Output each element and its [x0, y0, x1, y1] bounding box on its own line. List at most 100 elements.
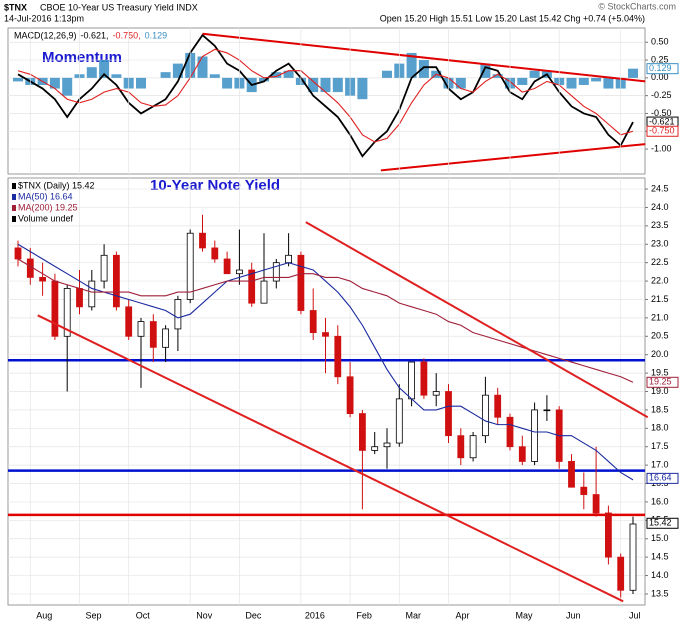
y-tick-label: 13.5: [651, 588, 669, 598]
y-tick-label: 17.5: [651, 441, 669, 451]
y-tick-label: 19.0: [651, 386, 669, 396]
y-tick-label: 18.0: [651, 423, 669, 433]
legend-text: -0.621,: [81, 30, 109, 40]
value-tag-label: 19.25: [649, 377, 672, 387]
candle-body: [383, 442, 391, 448]
legend-swatch: [12, 183, 16, 189]
annotation: 10-Year Note Yield: [150, 177, 280, 194]
candle-body: [149, 321, 157, 348]
histogram-bar: [136, 77, 146, 89]
x-tick-label: Sep: [85, 610, 101, 620]
candle-body: [592, 494, 600, 514]
candle-body: [162, 328, 170, 348]
candle-body: [248, 269, 256, 304]
histogram-bar: [357, 77, 368, 100]
candle-body: [322, 332, 329, 337]
histogram-bar: [578, 77, 589, 85]
date: 14-Jul-2016 1:13pm: [4, 13, 84, 23]
credit: © StockCharts.com: [598, 1, 676, 11]
legend-text: MACD(12,26,9): [14, 30, 77, 40]
candle-body: [39, 276, 46, 282]
y-tick-label: 0.50: [651, 37, 669, 47]
candle-body: [272, 262, 280, 282]
candle-body: [113, 254, 120, 308]
y-tick-label: 15.0: [651, 533, 669, 543]
histogram-bar: [628, 68, 638, 78]
value-tag-label: -0.750: [649, 126, 675, 136]
x-tick-label: Apr: [455, 610, 469, 620]
security-name: CBOE 10-Year US Treasury Yield INDX: [40, 2, 198, 12]
candle-body: [174, 299, 182, 330]
trend-line: [380, 143, 646, 172]
histogram-bar: [517, 77, 528, 85]
histogram-bar: [566, 77, 577, 89]
candle-body: [76, 288, 83, 308]
legend-text: Volume undef: [18, 213, 74, 223]
candle-body: [125, 306, 133, 337]
candle-body: [186, 232, 194, 300]
x-tick-label: May: [515, 610, 533, 620]
candle-body: [543, 409, 551, 412]
y-tick-label: 21.5: [651, 294, 669, 304]
histogram-bar: [591, 77, 602, 82]
value-tag-label: 0.129: [649, 63, 672, 73]
value-tag: [646, 376, 679, 388]
candle-body: [605, 512, 612, 558]
histogram-bar: [406, 52, 417, 78]
macd-panel: [7, 27, 646, 175]
value-tag: [646, 63, 679, 75]
value-tag: [646, 125, 679, 137]
histogram-bar: [160, 72, 171, 78]
histogram-bar: [222, 77, 233, 89]
candle-body: [494, 394, 502, 418]
trend-line: [37, 314, 624, 603]
x-tick-label: Mar: [406, 610, 422, 620]
candle-body: [506, 416, 514, 448]
y-tick-label: 20.0: [651, 349, 669, 359]
histogram-bar: [49, 77, 60, 89]
candle-body: [63, 288, 71, 337]
y-tick-label: 14.0: [651, 570, 669, 580]
legend-swatch: [12, 216, 16, 222]
candle-body: [235, 269, 243, 275]
y-tick-label: -1.00: [651, 143, 672, 153]
candle-body: [223, 258, 231, 275]
y-tick-label: 24.5: [651, 183, 669, 193]
value-tag: [646, 472, 679, 484]
histogram-bar: [271, 72, 282, 78]
histogram-bar: [382, 70, 392, 78]
candle-body: [334, 335, 342, 378]
trend-line: [305, 221, 649, 419]
y-tick-label: 23.0: [651, 239, 669, 249]
histogram-bar: [603, 77, 614, 89]
x-tick-label: Jul: [629, 610, 641, 620]
candle-body: [580, 486, 588, 495]
histogram-bar: [172, 63, 183, 78]
histogram-bar: [480, 63, 491, 78]
candle-body: [445, 391, 452, 437]
histogram-bar: [492, 74, 503, 78]
histogram-bar: [99, 60, 110, 78]
candle-body: [260, 280, 268, 304]
histogram-bar: [308, 77, 319, 93]
histogram-bar: [332, 77, 343, 93]
x-tick-label: Feb: [356, 610, 372, 620]
value-tag-label: 16.64: [649, 473, 672, 483]
candle-body: [14, 247, 22, 260]
candle-body: [568, 461, 575, 488]
y-tick-label: 16.0: [651, 496, 669, 506]
y-tick-label: 0.25: [651, 54, 669, 64]
y-tick-label: 19.5: [651, 367, 669, 377]
y-tick-label: 23.5: [651, 220, 669, 230]
candle-body: [457, 435, 465, 459]
histogram-bar: [209, 74, 220, 78]
candle-body: [199, 232, 206, 249]
legend-text: MA(50) 16.64: [18, 191, 73, 201]
x-tick-label: Nov: [196, 610, 213, 620]
y-tick-label: 22.5: [651, 257, 669, 267]
candle-body: [518, 446, 526, 462]
value-tag: [646, 517, 679, 529]
y-tick-label: 21.0: [651, 312, 669, 322]
